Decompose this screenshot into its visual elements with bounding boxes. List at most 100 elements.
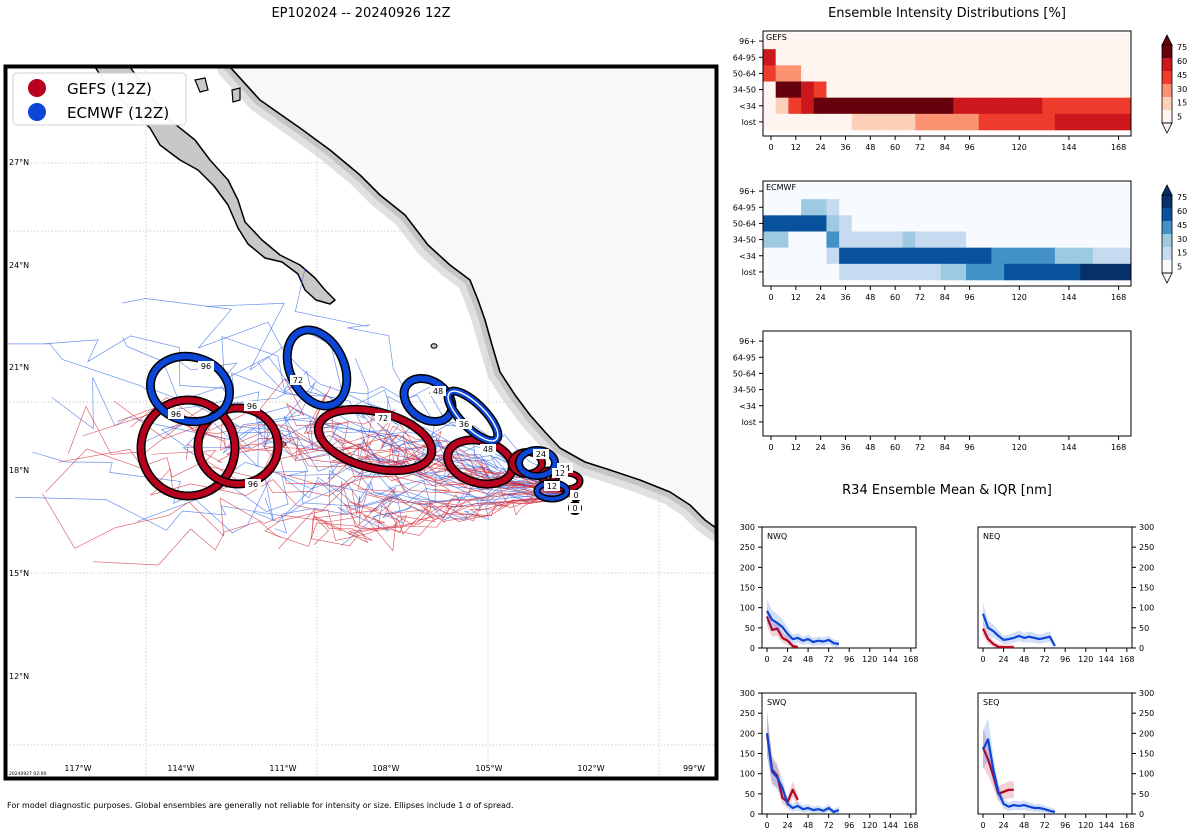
- heatmap-cell: [826, 183, 840, 200]
- heatmap-cell: [915, 49, 929, 66]
- heatmap-cell: [1080, 81, 1094, 98]
- ecmwf-time-label: 12: [547, 482, 557, 491]
- r34-x-label: 120: [1078, 821, 1093, 830]
- ensemble-track: [312, 494, 579, 545]
- heatmap-cell: [1092, 65, 1107, 82]
- colorbar-tick-label: 15: [1177, 99, 1187, 108]
- colorbar-swatch: [1162, 260, 1172, 274]
- r34-y-label: 100: [1139, 770, 1154, 779]
- heatmap-cell: [1118, 33, 1132, 50]
- heatmap-cell: [788, 33, 802, 50]
- intensity-panel-label: ECMWF: [766, 183, 796, 192]
- heatmap-cell: [801, 247, 815, 265]
- colorbar-swatch: [1162, 247, 1172, 261]
- heatmap-cell: [763, 81, 777, 98]
- heatmap-cell: [927, 81, 942, 98]
- heatmap-cell: [788, 247, 802, 265]
- heatmap-cell: [978, 231, 992, 248]
- heatmap-cell: [966, 263, 980, 281]
- heatmap-cell: [1029, 183, 1043, 200]
- heatmap-cell: [826, 49, 840, 66]
- r34-y-label: 100: [740, 770, 755, 779]
- r34-x-label: 48: [1019, 655, 1029, 664]
- colorbar-swatch: [1162, 195, 1172, 209]
- colorbar-arrow: [1161, 184, 1173, 196]
- heatmap-cell: [991, 81, 1005, 98]
- heatmap-cell: [775, 81, 789, 98]
- intensity-panels: GEFS 96+ 64-95 50-64 34-50 <34 lost 0 12 24 36 48 60…: [733, 30, 1187, 452]
- heatmap-cell: [877, 97, 891, 115]
- heatmap-cell: [889, 113, 903, 131]
- heatmap-cell: [1092, 263, 1107, 281]
- heatmap-cell: [1042, 81, 1056, 98]
- heatmap-cell: [940, 49, 954, 66]
- heatmap-cell: [966, 97, 980, 115]
- heatmap-cell: [1105, 215, 1119, 232]
- r34-x-label: 168: [1119, 821, 1134, 830]
- heatmap-cell: [953, 263, 967, 281]
- heatmap-cell: [1016, 263, 1030, 281]
- heatmap-cell: [1004, 97, 1018, 115]
- heatmap-cell: [826, 215, 840, 232]
- r34-mean-line: [765, 616, 799, 649]
- heatmap-cell: [801, 183, 815, 200]
- intensity-x-label: 0: [768, 443, 773, 452]
- heatmap-cell: [991, 263, 1005, 281]
- heatmap-cell: [1029, 215, 1043, 232]
- gefs-time-label: 96: [247, 402, 257, 411]
- intensity-x-label: 96: [965, 143, 975, 152]
- heatmap-cell: [1092, 81, 1107, 98]
- intensity-x-label: 48: [865, 443, 875, 452]
- heatmap-cell: [763, 97, 777, 115]
- heatmap-cell: [1029, 49, 1043, 66]
- r34-iqr-band: [767, 710, 798, 808]
- heatmap-cell: [966, 231, 980, 248]
- r34-y-label: 300: [740, 689, 755, 698]
- heatmap-cell: [953, 113, 967, 131]
- heatmap-cell: [1016, 215, 1030, 232]
- heatmap-cell: [1105, 199, 1119, 216]
- r34-mean-line: [765, 733, 840, 814]
- heatmap-cell: [1105, 113, 1119, 131]
- heatmap-cell: [953, 183, 967, 200]
- r34-y-label: 150: [740, 584, 755, 593]
- heatmap-cell: [788, 113, 802, 131]
- heatmap-cell: [839, 97, 853, 115]
- heatmap-cell: [1016, 49, 1030, 66]
- legend-marker-ecmwf: [28, 103, 46, 121]
- r34-y-label: 200: [740, 729, 755, 738]
- heatmap-cell: [775, 49, 789, 66]
- heatmap-cell: [1105, 263, 1119, 281]
- heatmap-cell: [1004, 113, 1018, 131]
- heatmap-cell: [940, 231, 954, 248]
- r34-y-label: 250: [740, 543, 755, 552]
- heatmap-cell: [839, 263, 853, 281]
- r34-mean-line: [766, 610, 840, 646]
- intensity-row-label: 64-95: [733, 353, 756, 362]
- heatmap-cell: [902, 33, 916, 50]
- heatmap-cell: [940, 215, 954, 232]
- r34-panel-label: NEQ: [983, 532, 1000, 541]
- heatmap-cell: [953, 81, 967, 98]
- ensemble-track: [311, 494, 579, 535]
- heatmap-cell: [991, 113, 1005, 131]
- heatmap-cell: [927, 231, 942, 248]
- heatmap-cell: [1004, 199, 1018, 216]
- heatmap-cell: [991, 33, 1005, 50]
- heatmap-cell: [1067, 199, 1081, 216]
- heatmap-cell: [801, 263, 815, 281]
- heatmap-cell: [877, 247, 891, 265]
- colorbar-tick-label: 60: [1177, 57, 1187, 66]
- heatmap-cell: [1118, 97, 1132, 115]
- heatmap-cell: [902, 247, 916, 265]
- r34-y-label: 0: [750, 644, 755, 653]
- lon-label: 111°W: [269, 764, 296, 773]
- heatmap-cell: [1118, 231, 1132, 248]
- heatmap-cell: [877, 183, 891, 200]
- ensemble-track: [314, 481, 579, 532]
- r34-x-label: 0: [764, 821, 769, 830]
- intensity-row-label: 64-95: [733, 203, 756, 212]
- heatmap-cell: [1054, 247, 1068, 265]
- heatmap-cell: [1016, 97, 1030, 115]
- r34-title: R34 Ensemble Mean & IQR [nm]: [842, 483, 1052, 498]
